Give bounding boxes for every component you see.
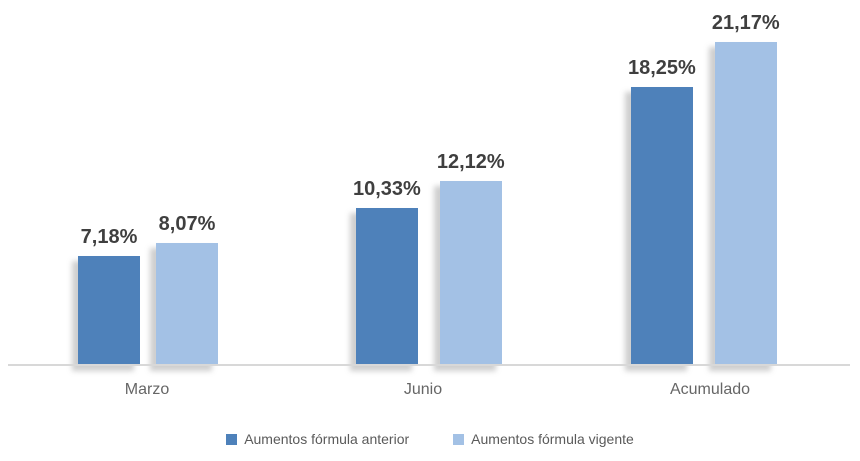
x-axis-label-marzo: Marzo (124, 381, 170, 398)
bar-column: 12,12% (437, 151, 505, 366)
bar-value-label: 8,07% (158, 212, 216, 235)
x-axis-label-junio: Junio (403, 381, 443, 398)
bar-column: 21,17% (712, 12, 780, 366)
legend-swatch-vigente (453, 433, 465, 445)
chart-legend: Aumentos fórmula anterior Aumentos fórmu… (0, 431, 860, 447)
bar-value-label: 12,12% (436, 150, 505, 173)
legend-swatch-anterior (226, 433, 238, 445)
bar-group-marzo: 7,18% 8,07% (78, 212, 218, 366)
x-axis-label-acumulado: Acumulado (669, 381, 751, 398)
bar-acumulado-vigente[interactable] (714, 42, 777, 366)
legend-item-anterior[interactable]: Aumentos fórmula anterior (226, 431, 409, 447)
bar-column: 7,18% (78, 226, 140, 366)
bar-column: 18,25% (628, 57, 696, 366)
bar-acumulado-anterior[interactable] (630, 86, 693, 366)
bar-junio-anterior[interactable] (355, 208, 418, 366)
bar-column: 10,33% (353, 178, 421, 366)
bar-column: 8,07% (156, 212, 218, 366)
bar-marzo-anterior[interactable] (78, 256, 140, 366)
legend-item-vigente[interactable]: Aumentos fórmula vigente (453, 431, 634, 447)
plot-area: 7,18% 8,07% 10,33% 12,12% 18,25% (8, 12, 850, 366)
bar-group-junio: 10,33% 12,12% (353, 151, 505, 366)
bar-marzo-vigente[interactable] (156, 242, 218, 366)
bar-group-acumulado: 18,25% 21,17% (628, 12, 780, 366)
bar-value-label: 21,17% (711, 12, 780, 35)
bar-value-label: 7,18% (80, 226, 138, 249)
x-axis-line (8, 364, 850, 366)
legend-label: Aumentos fórmula vigente (471, 431, 634, 447)
bar-junio-vigente[interactable] (439, 180, 502, 366)
bar-value-label: 10,33% (353, 178, 421, 200)
legend-label: Aumentos fórmula anterior (244, 431, 410, 447)
bar-value-label: 18,25% (628, 56, 696, 79)
